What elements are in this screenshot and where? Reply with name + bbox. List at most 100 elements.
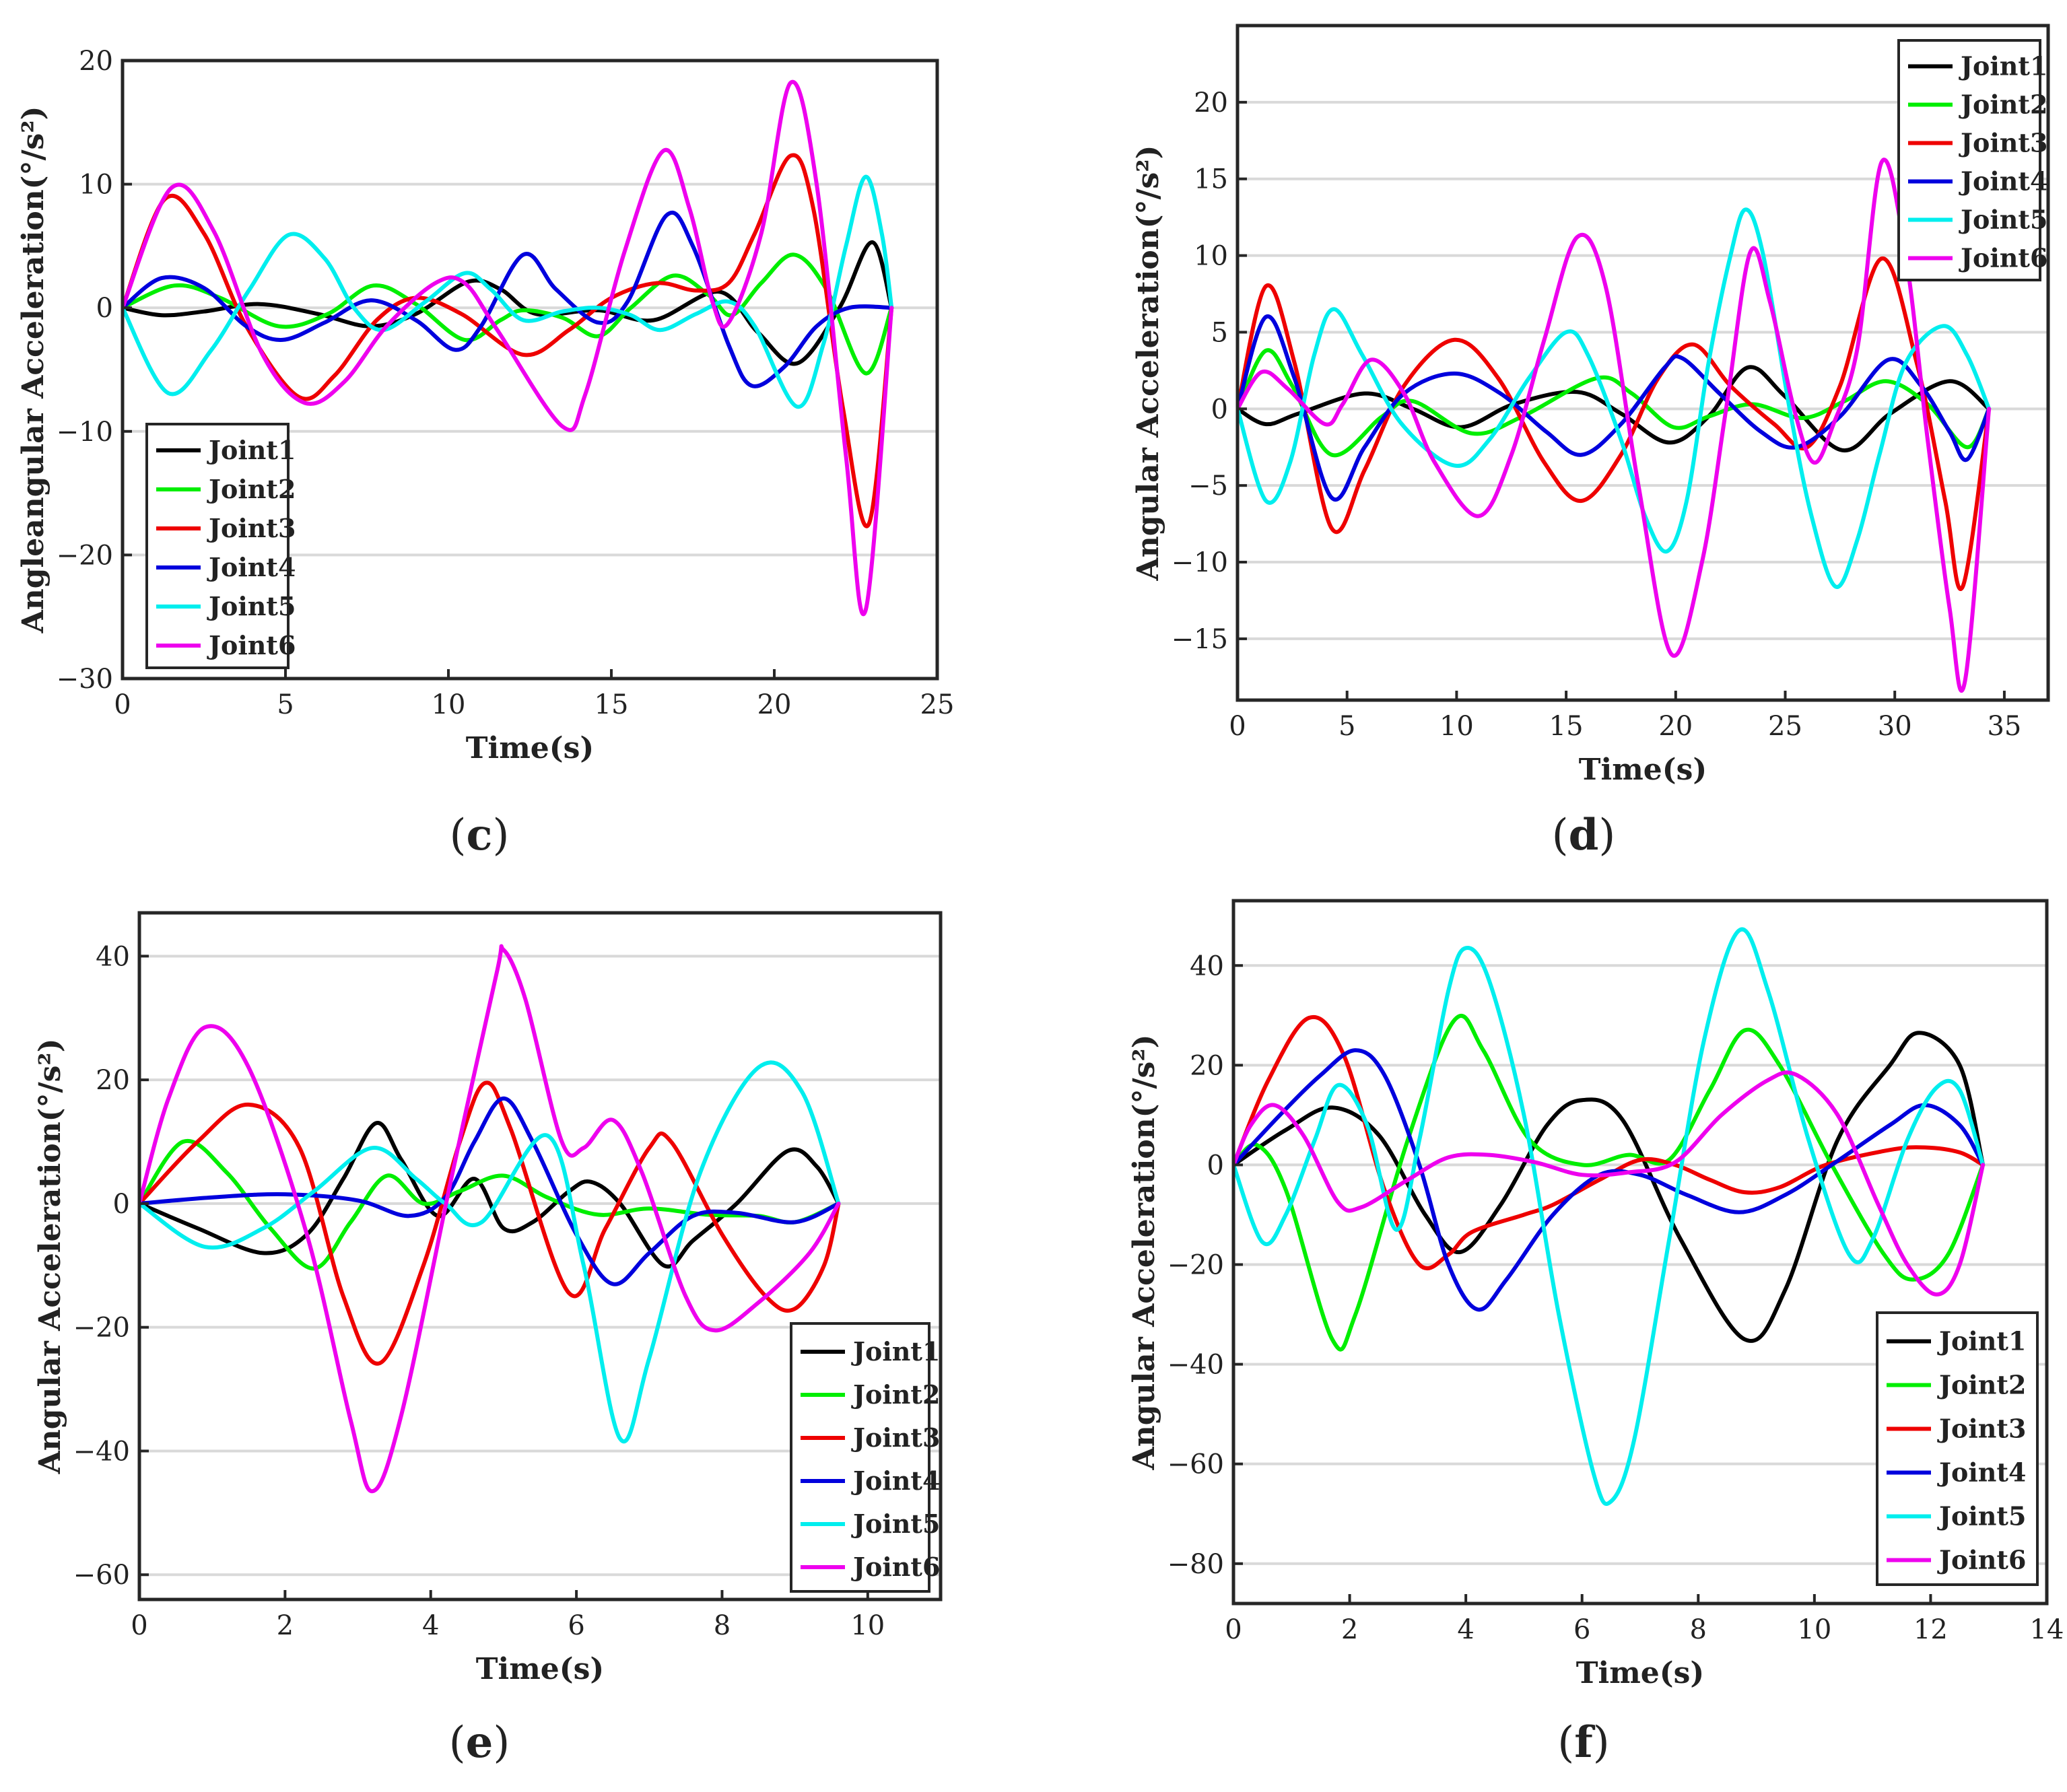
- x-tick-label: 20: [757, 689, 792, 720]
- panel-caption: (c): [450, 810, 510, 860]
- x-tick-label: 20: [1658, 711, 1693, 742]
- series-line-joint2: [1238, 348, 1992, 458]
- x-tick-label: 5: [277, 689, 294, 720]
- x-tick-label: 35: [1987, 711, 2021, 742]
- legend: Joint1 Joint2 Joint3 Joint4 Joint5 Joint6: [145, 423, 296, 669]
- series-line-joint1: [123, 240, 894, 366]
- series-group: [139, 944, 841, 1494]
- y-tick-label: −5: [1188, 471, 1228, 502]
- y-tick-label: 15: [1194, 164, 1228, 195]
- series-line-joint5: [1233, 927, 1986, 1506]
- plot-frame: [1231, 899, 2049, 1606]
- x-tick-label: 2: [1341, 1614, 1358, 1645]
- chart-panel-f: 0 2 4 6 8 10 12 14 −80 −60 −40 −20 0 20 40 Time(s) Angul…: [1127, 899, 2064, 1768]
- legend-label: Joint4: [1937, 1457, 2026, 1488]
- legend-label: Joint2: [851, 1379, 940, 1410]
- series-line-joint6: [123, 79, 894, 617]
- series-line-joint5: [139, 1060, 841, 1444]
- x-tick-label: 4: [1457, 1614, 1474, 1645]
- x-axis-label: Time(s): [1579, 753, 1707, 787]
- caption-close-paren: ): [1598, 811, 1615, 860]
- x-tick-label: 10: [1797, 1614, 1831, 1645]
- series-line-joint1: [1233, 1031, 1986, 1343]
- plot-frame: [121, 59, 939, 681]
- y-tick-label: −20: [57, 540, 113, 571]
- y-tick-label: −30: [57, 664, 113, 695]
- x-axis-label: Time(s): [476, 1652, 604, 1686]
- series-group: [1233, 927, 1986, 1506]
- x-tick-label: 10: [850, 1610, 885, 1641]
- series-line-joint6: [1233, 1070, 1986, 1297]
- legend-label: Joint1: [851, 1336, 940, 1367]
- x-tick-label: 0: [1225, 1614, 1242, 1645]
- y-tick-label: −40: [73, 1436, 130, 1467]
- x-tick-label: 0: [131, 1610, 147, 1641]
- chart-panel-d: 0 5 10 15 20 25 30 35 −15 −10 −5 0 5 10 15 20 Time(s) Ang…: [1131, 24, 2050, 860]
- legend-label: Joint1: [207, 435, 296, 465]
- y-tick-label: 0: [1207, 1150, 1224, 1181]
- y-tick-label: 20: [79, 46, 113, 77]
- y-tick-label: 20: [1190, 1050, 1224, 1081]
- y-tick-label: 0: [113, 1189, 130, 1220]
- legend: Joint1 Joint2 Joint3 Joint4 Joint5 Joint6: [1897, 39, 2047, 281]
- caption-open-paren: (: [450, 811, 467, 860]
- legend-label: Joint5: [207, 591, 296, 621]
- y-axis-label: Angular Acceleration(°/s²): [1131, 145, 1165, 582]
- y-tick-label: 10: [79, 170, 113, 201]
- legend-box: [790, 1322, 930, 1593]
- series-line-joint2: [1233, 1014, 1986, 1352]
- caption-open-paren: (: [1557, 1718, 1574, 1768]
- plot-frame: [1235, 24, 2050, 702]
- series-line-joint3: [139, 1080, 841, 1366]
- legend-label: Joint3: [851, 1422, 940, 1453]
- legend-label: Joint6: [1959, 243, 2047, 273]
- x-tick-label: 30: [1878, 711, 1912, 742]
- series-line-joint4: [1233, 1048, 1986, 1312]
- x-tick-label: 6: [1573, 1614, 1590, 1645]
- x-tick-label: 2: [277, 1610, 294, 1641]
- y-tick-label: −20: [1167, 1250, 1224, 1281]
- y-axis-label: Angular Acceleration(°/s²): [1127, 1035, 1161, 1471]
- legend: Joint1 Joint2 Joint3 Joint4 Joint5 Joint6: [790, 1322, 940, 1593]
- legend-label: Joint2: [207, 474, 296, 504]
- x-tick-label: 8: [714, 1610, 731, 1641]
- x-tick-label: 10: [432, 689, 466, 720]
- legend-box: [1897, 39, 2041, 281]
- legend-box: [145, 423, 290, 669]
- x-tick-label: 4: [422, 1610, 439, 1641]
- y-tick-label: −80: [1167, 1549, 1224, 1580]
- series-line-joint4: [1238, 314, 1992, 502]
- caption-letter: f: [1574, 1717, 1595, 1768]
- legend-label: Joint6: [207, 630, 296, 660]
- x-tick-label: 25: [920, 689, 955, 720]
- legend-label: Joint1: [1959, 51, 2047, 81]
- series-group: [1238, 158, 1992, 693]
- x-tick-label: 8: [1690, 1614, 1707, 1645]
- y-tick-label: −40: [1167, 1350, 1224, 1381]
- legend-label: Joint1: [1937, 1326, 2026, 1356]
- caption-open-paren: (: [449, 1718, 466, 1768]
- y-tick-label: 40: [96, 941, 130, 972]
- x-tick-label: 0: [114, 689, 131, 720]
- legend-label: Joint4: [851, 1466, 940, 1496]
- y-tick-label: 20: [1194, 88, 1228, 118]
- y-tick-label: 40: [1190, 951, 1224, 981]
- series-line-joint6: [1238, 158, 1992, 693]
- chart-panel-c: 0 5 10 15 20 25 −30 −20 −10 0 10 20 Time(s) Angleangu…: [16, 46, 954, 860]
- x-tick-label: 0: [1229, 711, 1246, 742]
- y-tick-label: −10: [57, 417, 113, 448]
- legend-label: Joint4: [207, 552, 296, 582]
- legend-label: Joint3: [207, 513, 296, 543]
- y-tick-label: −60: [1167, 1449, 1224, 1480]
- x-tick-label: 5: [1339, 711, 1355, 742]
- caption-letter: e: [466, 1717, 494, 1768]
- legend-label: Joint3: [1959, 128, 2047, 158]
- y-tick-label: 5: [1211, 317, 1228, 348]
- caption-letter: d: [1569, 810, 1599, 860]
- panel-caption: (f): [1557, 1717, 1609, 1768]
- series-line-joint6: [139, 944, 841, 1494]
- legend-label: Joint5: [1959, 205, 2047, 235]
- x-tick-label: 14: [2030, 1614, 2064, 1645]
- legend-label: Joint5: [1937, 1501, 2026, 1531]
- caption-letter: c: [467, 810, 493, 860]
